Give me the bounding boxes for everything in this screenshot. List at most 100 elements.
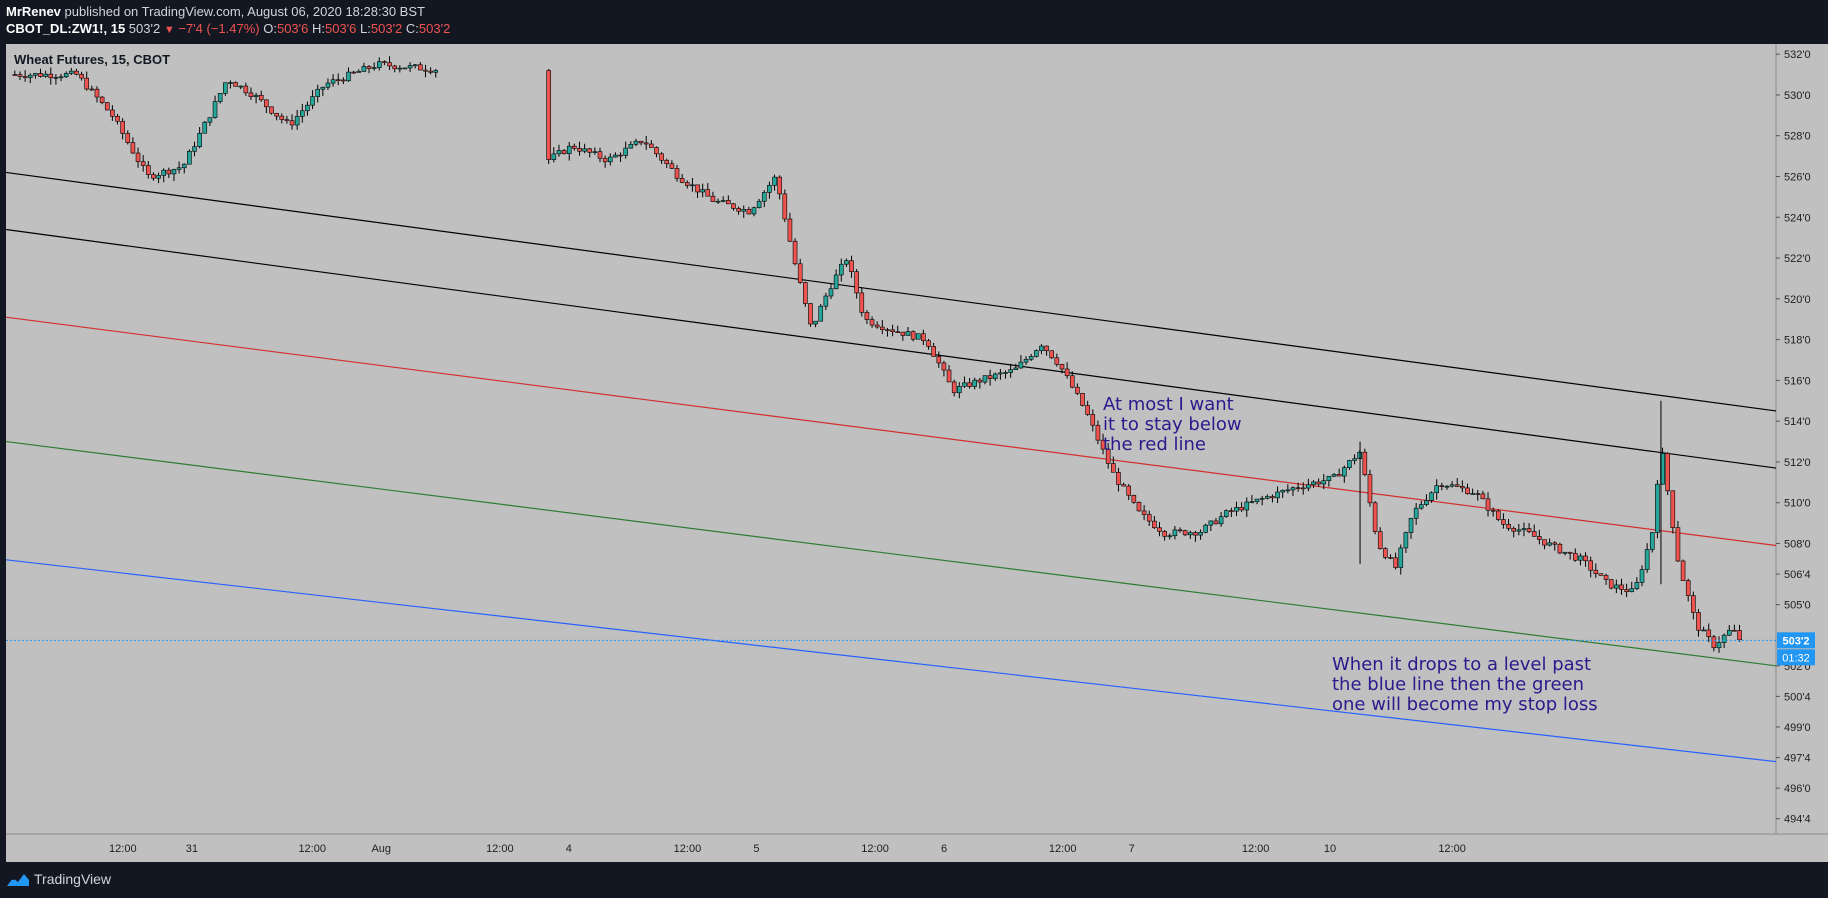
candle-body xyxy=(48,73,54,79)
time-tick-label: 31 xyxy=(186,843,198,855)
candle-body xyxy=(1603,575,1609,580)
candle-body xyxy=(1028,356,1034,360)
candle-body xyxy=(12,74,18,76)
price-tick-label: 520'0 xyxy=(1784,294,1811,306)
candle-body xyxy=(1259,497,1265,500)
candle-body xyxy=(361,66,367,72)
candle-body xyxy=(238,85,244,88)
candle-body xyxy=(1490,509,1496,512)
price-axis[interactable] xyxy=(1776,44,1828,834)
candle-body xyxy=(376,61,382,68)
time-axis[interactable] xyxy=(6,834,1828,862)
candle-body xyxy=(844,260,849,265)
candle-body xyxy=(274,112,279,117)
candle-body xyxy=(371,67,377,69)
candle-body xyxy=(1418,504,1424,509)
candle-body xyxy=(921,333,926,341)
price-tick-label: 499'0 xyxy=(1784,722,1811,734)
close-value: 503'2 xyxy=(418,21,451,36)
candle-body xyxy=(74,70,79,75)
trend-lines[interactable] xyxy=(5,171,1777,763)
candle-body xyxy=(187,150,192,165)
candle-body xyxy=(228,82,233,84)
candle-body xyxy=(792,240,798,265)
price-tick-label: 505'0 xyxy=(1784,600,1811,612)
candle-body xyxy=(936,356,942,364)
candle-body xyxy=(1152,520,1157,529)
candle-body xyxy=(1444,485,1450,488)
chart-header: MrRenev published on TradingView.com, Au… xyxy=(0,0,1828,44)
candle-body xyxy=(171,169,177,175)
candle-body xyxy=(1321,480,1327,485)
price-chart[interactable]: 532'0 530'0 528'0 526'0 524'0 522'0 520'0 518'0… xyxy=(0,44,1828,862)
candle-body xyxy=(1347,460,1352,468)
candle-body xyxy=(659,153,664,161)
candle-body xyxy=(1537,536,1542,540)
candle-body xyxy=(22,76,28,78)
candle-body xyxy=(946,369,952,383)
candle-body xyxy=(1198,531,1203,536)
candle-body xyxy=(1157,527,1162,532)
close-label: C: xyxy=(405,21,419,36)
candle-body xyxy=(957,385,962,394)
series-legend-title[interactable]: Wheat Futures, 15, CBOT xyxy=(14,52,171,67)
candle-body xyxy=(1331,474,1337,477)
candle-body xyxy=(1008,369,1013,373)
candle-body xyxy=(1424,500,1429,505)
candle-body xyxy=(418,64,423,71)
annotation-text-line: When it drops to a level past xyxy=(1332,654,1591,675)
candle-body xyxy=(1634,582,1640,589)
candle-body xyxy=(1013,367,1019,370)
candle-body xyxy=(885,329,890,331)
candle-body xyxy=(967,382,972,387)
author-name[interactable]: MrRenev xyxy=(6,4,61,19)
candle-body xyxy=(1372,502,1378,532)
published-text: published on TradingView.com, August 06,… xyxy=(64,4,425,19)
symbol-label[interactable]: CBOT_DL:ZW1!, 15 xyxy=(6,21,126,36)
price-scale-ticks: 532'0 530'0 528'0 526'0 524'0 522'0 520'0 518'0… xyxy=(1776,49,1811,826)
candle-body xyxy=(1280,490,1286,493)
candle-body xyxy=(43,73,48,77)
candle-body xyxy=(202,121,208,134)
blue-trend-line xyxy=(5,559,1777,763)
low-label: L: xyxy=(360,21,371,36)
candle-body xyxy=(1131,495,1137,503)
candle-body xyxy=(1064,368,1070,377)
candle-body xyxy=(89,88,95,91)
candle-body xyxy=(1449,484,1455,487)
candle-body xyxy=(1572,552,1578,561)
candle-body xyxy=(1203,524,1209,533)
chart-pane[interactable] xyxy=(6,44,1776,834)
candle-body xyxy=(192,146,197,152)
price-tick-label: 506'4 xyxy=(1784,569,1811,581)
candle-body xyxy=(1552,542,1558,545)
countdown-tag-label: 01:32 xyxy=(1782,652,1810,664)
price-tick-label: 526'0 xyxy=(1784,172,1811,184)
candle-body xyxy=(726,200,731,205)
candle-body xyxy=(931,346,936,357)
candle-body xyxy=(1516,529,1522,532)
candle-body xyxy=(1362,451,1368,475)
time-tick-label: 12:00 xyxy=(298,843,326,855)
candle-body xyxy=(181,163,187,169)
countdown-tag xyxy=(1777,649,1815,666)
candle-body xyxy=(597,151,603,159)
candle-body xyxy=(1054,357,1060,365)
candle-body xyxy=(1352,458,1357,461)
candle-body xyxy=(1542,539,1547,546)
candle-body xyxy=(33,73,38,76)
candle-body xyxy=(1341,467,1347,477)
candle-body xyxy=(1049,350,1055,359)
footer-brand[interactable]: TradingView xyxy=(34,871,112,887)
candle-body xyxy=(1223,510,1229,517)
candle-body xyxy=(1460,486,1465,489)
candle-body xyxy=(1593,569,1599,574)
candle-body xyxy=(412,64,418,67)
candle-body xyxy=(1439,485,1445,487)
candle-body xyxy=(731,203,736,209)
candle-body xyxy=(146,165,151,175)
candle-body xyxy=(1434,485,1439,494)
down-arrow-icon: ▼ xyxy=(163,24,175,36)
candle-body xyxy=(279,115,285,120)
